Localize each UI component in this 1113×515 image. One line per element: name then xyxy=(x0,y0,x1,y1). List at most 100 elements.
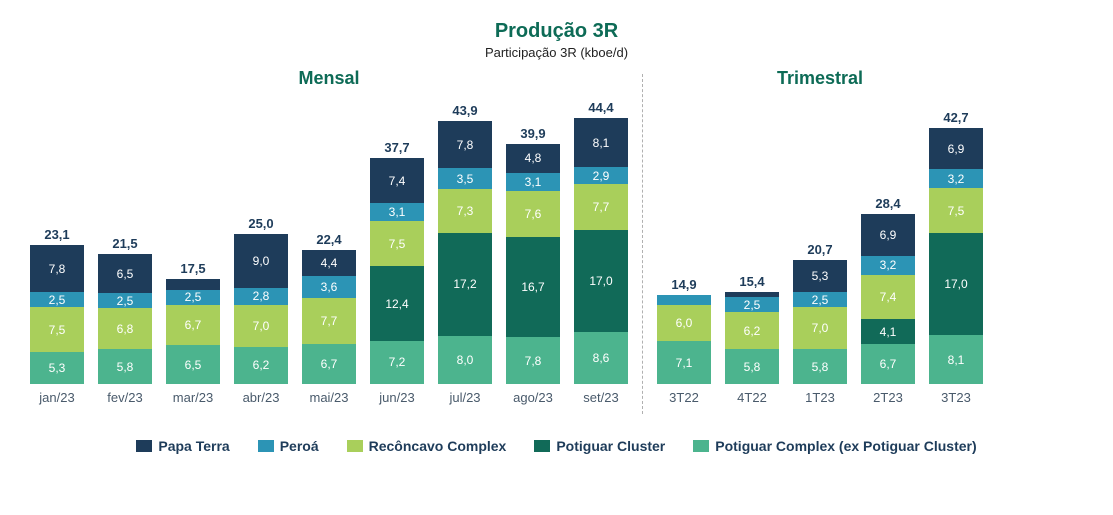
legend-item-reconcavo: Recôncavo Complex xyxy=(347,438,507,454)
bar-stack: 8,617,07,72,98,1 xyxy=(574,118,628,384)
legend-label: Papa Terra xyxy=(158,438,229,454)
bar-segment-papa_terra: 7,8 xyxy=(30,245,84,292)
bar-segment-papa_terra: 4,8 xyxy=(506,144,560,173)
bar-category-label: 2T23 xyxy=(873,390,903,405)
bar-segment-peroa: 3,2 xyxy=(929,169,983,188)
bar-segment-peroa: 2,8 xyxy=(234,288,288,305)
chart-title: Produção 3R xyxy=(30,20,1083,43)
chart-quarterly: Trimestral 14,97,16,03T2215,45,86,22,54T… xyxy=(657,68,983,405)
bar-segment-peroa: 3,1 xyxy=(370,203,424,222)
bar-stack: 6,77,73,64,4 xyxy=(302,250,356,384)
bar-segment-papa_terra: 5,3 xyxy=(793,260,847,292)
bar-segment-peroa: 3,6 xyxy=(302,276,356,298)
legend-label: Recôncavo Complex xyxy=(369,438,507,454)
bar-segment-potiguar_cluster: 17,2 xyxy=(438,233,492,336)
bar-segment-peroa: 2,5 xyxy=(725,297,779,312)
bar-category-label: 3T22 xyxy=(669,390,699,405)
legend: Papa Terra Peroá Recôncavo Complex Potiguar… xyxy=(30,438,1083,454)
bar-segment-reconcavo: 7,6 xyxy=(506,191,560,237)
charts-row: Mensal 23,15,37,52,57,8jan/2321,55,86,82… xyxy=(30,68,1083,414)
bar-segment-potiguar_cluster: 17,0 xyxy=(574,230,628,332)
bar-column: 42,78,117,07,53,26,93T23 xyxy=(929,110,983,405)
bar-stack: 5,87,02,55,3 xyxy=(793,260,847,384)
legend-swatch xyxy=(258,440,274,452)
bar-segment-peroa: 3,1 xyxy=(506,173,560,192)
bar-segment-potiguar_ex: 5,8 xyxy=(793,349,847,384)
bar-segment-peroa: 2,9 xyxy=(574,167,628,184)
bar-segment-peroa: 3,2 xyxy=(861,256,915,275)
bar-segment-potiguar_ex: 8,1 xyxy=(929,335,983,384)
legend-label: Peroá xyxy=(280,438,319,454)
bar-category-label: set/23 xyxy=(583,390,618,405)
bar-total-label: 28,4 xyxy=(875,196,900,211)
bar-category-label: 4T22 xyxy=(737,390,767,405)
bar-segment-reconcavo: 6,0 xyxy=(657,305,711,341)
bar-segment-reconcavo: 7,7 xyxy=(302,298,356,344)
bar-segment-potiguar_ex: 5,8 xyxy=(98,349,152,384)
bar-stack: 5,86,22,5 xyxy=(725,292,779,384)
bar-stack: 6,27,02,89,0 xyxy=(234,234,288,384)
bar-total-label: 17,5 xyxy=(180,261,205,276)
bar-segment-potiguar_cluster: 16,7 xyxy=(506,237,560,337)
chart-divider xyxy=(642,74,643,414)
bar-category-label: fev/23 xyxy=(107,390,142,405)
bar-stack: 7,16,0 xyxy=(657,295,711,384)
bar-total-label: 44,4 xyxy=(588,100,613,115)
legend-label: Potiguar Complex (ex Potiguar Cluster) xyxy=(715,438,976,454)
bar-segment-potiguar_ex: 7,1 xyxy=(657,341,711,384)
bar-total-label: 20,7 xyxy=(807,242,832,257)
bar-stack: 6,56,72,5 xyxy=(166,279,220,384)
bar-segment-reconcavo: 7,5 xyxy=(30,307,84,352)
bar-column: 39,97,816,77,63,14,8ago/23 xyxy=(506,126,560,405)
bar-category-label: abr/23 xyxy=(243,390,280,405)
bar-segment-reconcavo: 7,0 xyxy=(793,307,847,349)
bar-segment-reconcavo: 7,4 xyxy=(861,275,915,319)
bar-segment-papa_terra: 4,4 xyxy=(302,250,356,276)
bar-segment-potiguar_ex: 7,8 xyxy=(506,337,560,384)
bar-stack: 5,86,82,56,5 xyxy=(98,254,152,384)
bar-segment-potiguar_cluster: 12,4 xyxy=(370,266,424,340)
bar-segment-reconcavo: 7,0 xyxy=(234,305,288,347)
bar-category-label: jan/23 xyxy=(39,390,74,405)
bar-segment-papa_terra: 8,1 xyxy=(574,118,628,167)
chart-quarterly-bars: 14,97,16,03T2215,45,86,22,54T2220,75,87,… xyxy=(657,95,983,405)
bar-segment-papa_terra: 6,9 xyxy=(929,128,983,169)
bar-segment-potiguar_ex: 6,5 xyxy=(166,345,220,384)
legend-item-potiguar_ex: Potiguar Complex (ex Potiguar Cluster) xyxy=(693,438,976,454)
legend-item-papa_terra: Papa Terra xyxy=(136,438,229,454)
bar-segment-papa_terra: 7,8 xyxy=(438,121,492,168)
bar-stack: 7,212,47,53,17,4 xyxy=(370,158,424,384)
bar-stack: 8,117,07,53,26,9 xyxy=(929,128,983,384)
bar-segment-peroa: 2,5 xyxy=(98,293,152,308)
bar-stack: 7,816,77,63,14,8 xyxy=(506,144,560,384)
bar-segment-papa_terra: 6,5 xyxy=(98,254,152,293)
bar-segment-reconcavo: 6,7 xyxy=(166,305,220,345)
bar-total-label: 39,9 xyxy=(520,126,545,141)
bar-segment-peroa: 3,5 xyxy=(438,168,492,189)
legend-swatch xyxy=(534,440,550,452)
legend-item-potiguar_cluster: Potiguar Cluster xyxy=(534,438,665,454)
bar-category-label: mar/23 xyxy=(173,390,213,405)
bar-column: 44,4 8,617,07,72,98,1 set/23 xyxy=(574,100,628,405)
bar-column: 22,46,77,73,64,4mai/23 xyxy=(302,232,356,405)
legend-swatch xyxy=(693,440,709,452)
bar-category-label: jul/23 xyxy=(449,390,480,405)
bar-column: 25,06,27,02,89,0abr/23 xyxy=(234,216,288,405)
bar-category-label: mai/23 xyxy=(309,390,348,405)
bar-column: 37,77,212,47,53,17,4jun/23 xyxy=(370,140,424,405)
bar-stack: 8,017,27,33,57,8 xyxy=(438,121,492,384)
bar-segment-potiguar_ex: 7,2 xyxy=(370,341,424,384)
legend-label: Potiguar Cluster xyxy=(556,438,665,454)
bar-segment-potiguar_ex: 6,2 xyxy=(234,347,288,384)
bar-segment-papa_terra: 7,4 xyxy=(370,158,424,202)
bar-total-label: 23,1 xyxy=(44,227,69,242)
bar-segment-potiguar_ex: 5,3 xyxy=(30,352,84,384)
bar-total-label: 15,4 xyxy=(739,274,764,289)
bar-segment-papa_terra: 9,0 xyxy=(234,234,288,288)
legend-swatch xyxy=(347,440,363,452)
bar-category-label: 1T23 xyxy=(805,390,835,405)
bar-segment-reconcavo: 7,5 xyxy=(370,221,424,266)
legend-item-peroa: Peroá xyxy=(258,438,319,454)
bar-segment-reconcavo: 6,2 xyxy=(725,312,779,349)
bar-total-label: 37,7 xyxy=(384,140,409,155)
